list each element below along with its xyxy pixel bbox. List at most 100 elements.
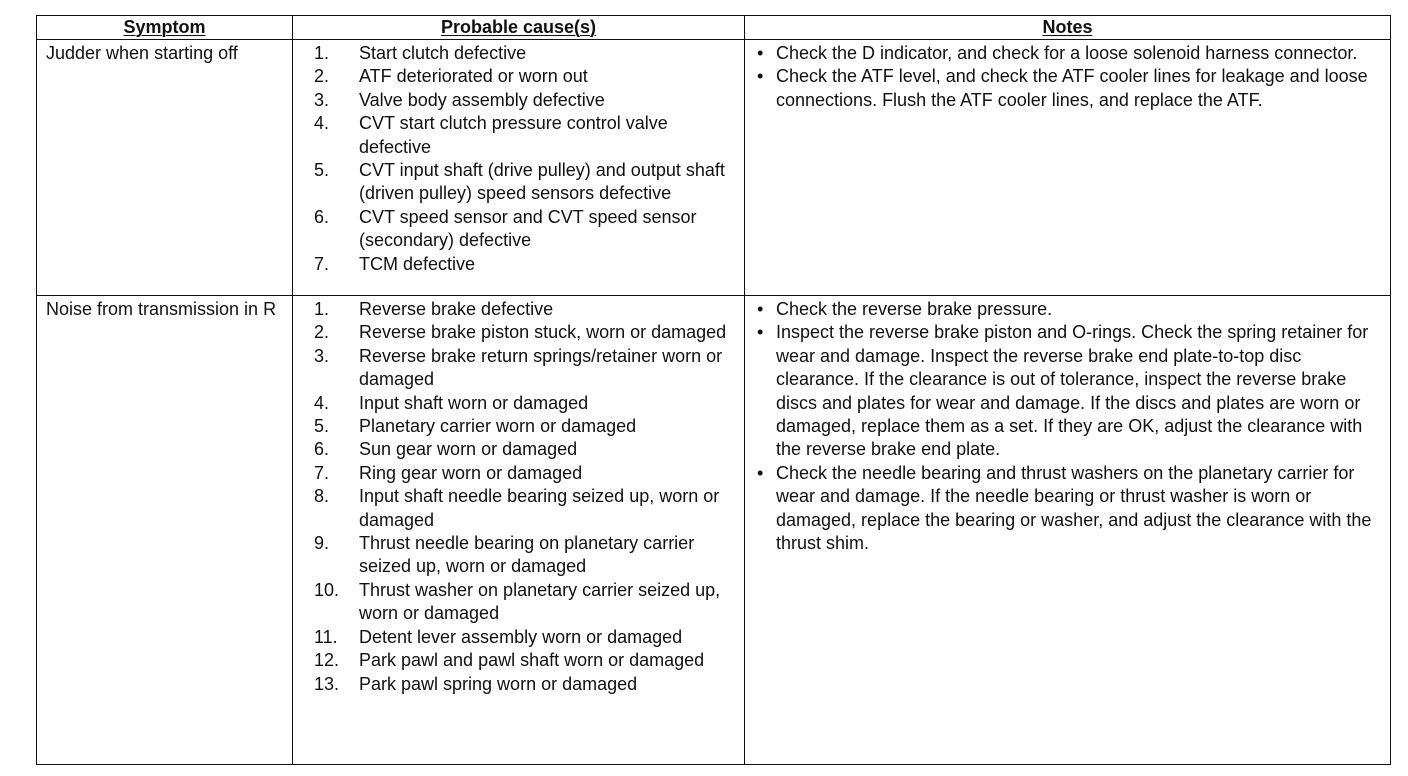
header-symptom: Symptom bbox=[36, 15, 293, 40]
cause-number: 8. bbox=[314, 486, 330, 507]
cause-item: 5. CVT input shaft (drive pulley) and out… bbox=[293, 159, 740, 206]
note-item: • Check the reverse brake pressure. bbox=[753, 298, 1380, 321]
causes-cell: 1. Reverse brake defective 2. Reverse brake… bbox=[292, 295, 745, 765]
cause-item: 6. CVT speed sensor and CVT speed sensor … bbox=[293, 206, 740, 253]
cause-text: Planetary carrier worn or damaged bbox=[359, 416, 637, 437]
cause-number: 9. bbox=[314, 533, 330, 554]
symptom-cell: Judder when starting off bbox=[36, 39, 293, 296]
note-text: Check the reverse brake pressure. bbox=[776, 299, 1053, 319]
bullet-icon: • bbox=[757, 299, 764, 319]
cause-number-wrap: 13. bbox=[293, 673, 359, 696]
cause-text: Valve body assembly defective bbox=[359, 89, 605, 110]
cause-number-wrap: 7. bbox=[293, 253, 359, 276]
cause-text: Start clutch defective bbox=[359, 43, 527, 63]
cause-item: 7. TCM defective bbox=[293, 253, 740, 276]
cause-item: 10. Thrust washer on planetary carrier se… bbox=[293, 579, 740, 626]
cause-item: 3. Valve body assembly defective bbox=[293, 89, 740, 112]
cause-number: 12. bbox=[314, 650, 340, 671]
cause-item: 2. ATF deteriorated or worn out bbox=[293, 65, 740, 88]
cause-item: 12. Park pawl and pawl shaft worn or dama… bbox=[293, 649, 740, 672]
header-row: Symptom Probable cause(s) Notes bbox=[36, 15, 1391, 40]
header-notes: Notes bbox=[744, 15, 1391, 40]
cause-number: 4. bbox=[314, 392, 330, 413]
note-item: • Check the needle bearing and thrust was… bbox=[753, 462, 1380, 556]
cause-number: 2. bbox=[314, 322, 330, 343]
cause-text: Ring gear worn or damaged bbox=[359, 462, 583, 483]
bullet-icon: • bbox=[757, 322, 764, 343]
cause-item: 3. Reverse brake return springs/retainer … bbox=[293, 345, 740, 392]
cause-item: 9. Thrust needle bearing on planetary car… bbox=[293, 532, 740, 579]
cause-text: Reverse brake piston stuck, worn or dama… bbox=[359, 322, 727, 343]
cause-number-wrap: 12. bbox=[293, 649, 359, 672]
cause-number: 3. bbox=[314, 89, 330, 110]
cause-number-wrap: 6. bbox=[293, 438, 359, 461]
table-row: Noise from transmission in R 1. Reverse br… bbox=[36, 295, 1391, 765]
cause-text: Sun gear worn or damaged bbox=[359, 439, 578, 460]
cause-item: 6. Sun gear worn or damaged bbox=[293, 438, 740, 461]
cause-text: Park pawl spring worn or damaged bbox=[359, 673, 638, 694]
note-item: • Check the ATF level, and check the ATF … bbox=[753, 65, 1380, 112]
cause-text: CVT speed sensor and CVT speed sensor (s… bbox=[359, 206, 697, 251]
note-text: Check the D indicator, and check for a l… bbox=[776, 43, 1358, 63]
cause-number-wrap: 1. bbox=[293, 42, 359, 65]
cause-number-wrap: 4. bbox=[293, 112, 359, 159]
cause-number-wrap: 5. bbox=[293, 159, 359, 206]
bullet-icon: • bbox=[757, 43, 764, 63]
cause-number-wrap: 11. bbox=[293, 626, 359, 649]
cause-number: 5. bbox=[314, 416, 330, 437]
note-text: Inspect the reverse brake piston and O-r… bbox=[776, 322, 1369, 460]
table-row: Judder when starting off 1. Start clutch d… bbox=[36, 39, 1391, 296]
cause-number-wrap: 4. bbox=[293, 392, 359, 415]
cause-text: Detent lever assembly worn or damaged bbox=[359, 626, 683, 647]
cause-text: Reverse brake return springs/retainer wo… bbox=[359, 345, 723, 390]
header-causes: Probable cause(s) bbox=[292, 15, 745, 40]
cause-text: TCM defective bbox=[359, 253, 476, 274]
cause-number: 5. bbox=[314, 160, 330, 181]
cause-number: 6. bbox=[314, 439, 330, 460]
cause-number-wrap: 3. bbox=[293, 89, 359, 112]
notes-cell: • Check the D indicator, and check for a … bbox=[744, 39, 1391, 296]
cause-number-wrap: 2. bbox=[293, 65, 359, 88]
note-text: Check the ATF level, and check the ATF c… bbox=[776, 66, 1368, 110]
cause-text: Park pawl and pawl shaft worn or damaged bbox=[359, 650, 705, 671]
cause-number: 11. bbox=[314, 626, 338, 647]
notes-cell: • Check the reverse brake pressure. • Inspe… bbox=[744, 295, 1391, 765]
causes-cell: 1. Start clutch defective 2. ATF deteriorat… bbox=[292, 39, 745, 296]
cause-number-wrap: 8. bbox=[293, 485, 359, 532]
cause-item: 4. Input shaft worn or damaged bbox=[293, 392, 740, 415]
cause-item: 5. Planetary carrier worn or damaged bbox=[293, 415, 740, 438]
cause-item: 1. Start clutch defective bbox=[293, 42, 740, 65]
cause-number: 7. bbox=[314, 462, 330, 483]
cause-item: 1. Reverse brake defective bbox=[293, 298, 740, 321]
cause-text: CVT input shaft (drive pulley) and outpu… bbox=[359, 160, 725, 204]
cause-text: Reverse brake defective bbox=[359, 299, 554, 319]
note-item: • Inspect the reverse brake piston and O-… bbox=[753, 321, 1380, 461]
cause-text: CVT start clutch pressure control valve … bbox=[359, 113, 668, 157]
bullet-icon: • bbox=[757, 66, 764, 87]
cause-text: Input shaft needle bearing seized up, wo… bbox=[359, 486, 720, 530]
troubleshooting-table: Symptom Probable cause(s) Notes Judder w… bbox=[36, 15, 1391, 765]
cause-text: Input shaft worn or damaged bbox=[359, 392, 589, 413]
cause-number: 7. bbox=[314, 253, 330, 274]
cause-number: 6. bbox=[314, 206, 330, 227]
cause-item: 4. CVT start clutch pressure control valv… bbox=[293, 112, 740, 159]
cause-number-wrap: 7. bbox=[293, 462, 359, 485]
cause-number-wrap: 3. bbox=[293, 345, 359, 392]
cause-text: Thrust needle bearing on planetary carri… bbox=[359, 533, 695, 577]
cause-number-wrap: 6. bbox=[293, 206, 359, 253]
cause-number: 4. bbox=[314, 113, 330, 134]
cause-item: 11. Detent lever assembly worn or damaged bbox=[293, 626, 740, 649]
cause-number-wrap: 1. bbox=[293, 298, 359, 321]
cause-number: 13. bbox=[314, 673, 340, 694]
symptom-cell: Noise from transmission in R bbox=[36, 295, 293, 765]
cause-number: 1. bbox=[314, 299, 330, 319]
cause-number: 1. bbox=[314, 43, 330, 63]
cause-item: 13. Park pawl spring worn or damaged bbox=[293, 673, 740, 696]
note-item: • Check the D indicator, and check for a … bbox=[753, 42, 1380, 65]
cause-number-wrap: 2. bbox=[293, 321, 359, 344]
cause-text: ATF deteriorated or worn out bbox=[359, 66, 588, 87]
bullet-icon: • bbox=[757, 462, 764, 483]
cause-text: Thrust washer on planetary carrier seize… bbox=[359, 579, 721, 624]
cause-number: 10. bbox=[314, 579, 340, 600]
cause-number: 2. bbox=[314, 66, 330, 87]
